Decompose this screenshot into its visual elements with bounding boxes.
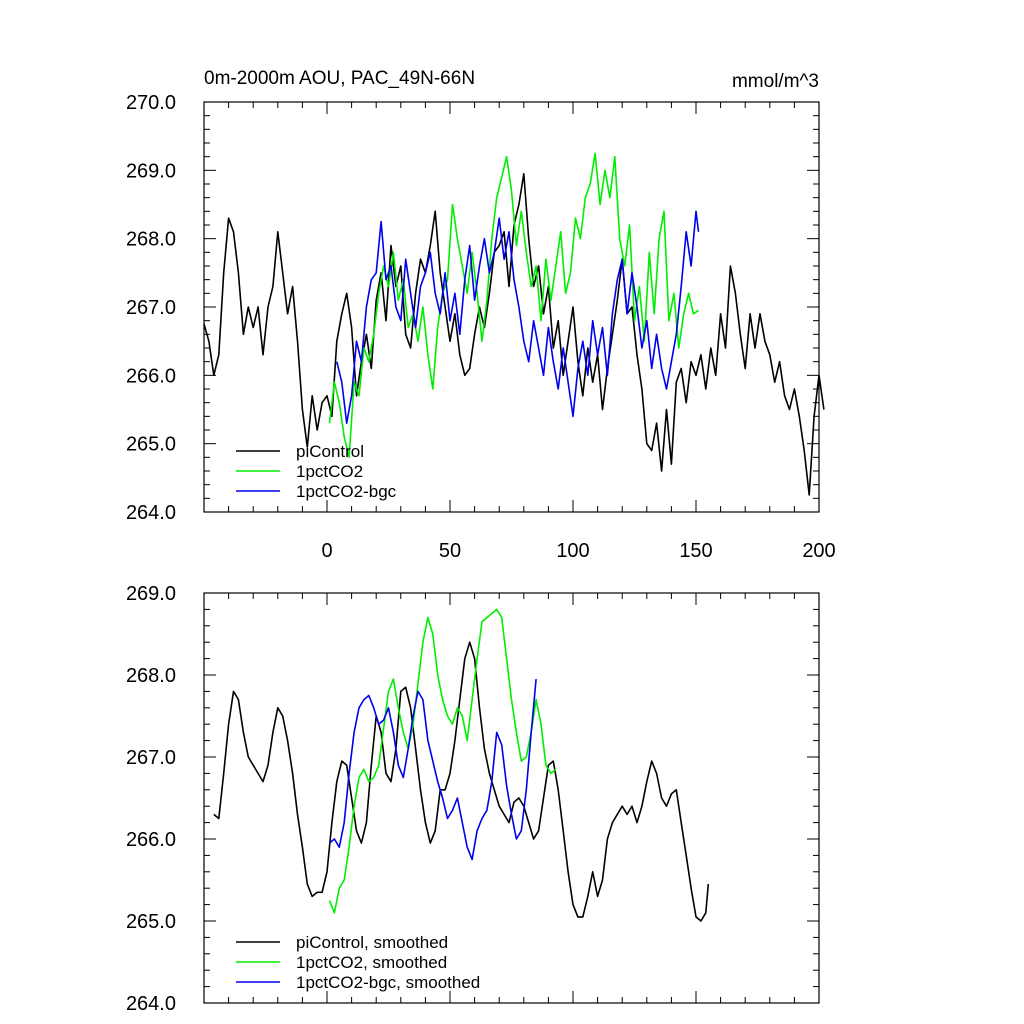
- plot-frame-bottom: [203, 592, 820, 1004]
- series-lines-top: [203, 152, 825, 496]
- y-tick-labels-bottom: 264.0 265.0 266.0 267.0 268.0 269.0: [126, 583, 176, 1015]
- legend-label: piControl: [296, 442, 364, 461]
- x-tick-label: 200: [802, 540, 835, 562]
- y-tick-label: 266.0: [126, 365, 176, 387]
- x-tick-label: 50: [439, 540, 461, 562]
- legend-label: 1pctCO2-bgc: [296, 482, 397, 501]
- y-tick-label: 264.0: [126, 502, 176, 524]
- y-tick-label: 264.0: [126, 993, 176, 1015]
- series-line-1pctco2-bgc: [336, 210, 700, 424]
- legend-label: 1pctCO2, smoothed: [296, 953, 447, 972]
- y-tick-labels-top: 264.0 265.0 266.0 267.0 268.0 269.0 270.0: [126, 92, 176, 524]
- legend-label: 1pctCO2-bgc, smoothed: [296, 973, 480, 992]
- y-tick-label: 269.0: [126, 160, 176, 182]
- y-tick-label: 266.0: [126, 829, 176, 851]
- legend-label: 1pctCO2: [296, 462, 363, 481]
- x-tick-label: 150: [679, 540, 712, 562]
- legend-label: piControl, smoothed: [296, 933, 448, 952]
- x-tick-label: 100: [556, 540, 589, 562]
- tick-marks-bottom: [203, 592, 820, 1004]
- y-tick-label: 270.0: [126, 92, 176, 114]
- y-tick-label: 267.0: [126, 297, 176, 319]
- y-tick-label: 268.0: [126, 665, 176, 687]
- y-tick-label: 267.0: [126, 747, 176, 769]
- chart-units-label: mmol/m^3: [732, 71, 819, 92]
- chart-title: 0m-2000m AOU, PAC_49N-66N: [204, 68, 475, 89]
- y-tick-label: 265.0: [126, 911, 176, 933]
- series-lines-bottom: [213, 608, 710, 922]
- y-tick-label: 269.0: [126, 583, 176, 605]
- series-line-picontrol-smoothed: [213, 641, 710, 922]
- x-tick-labels-top: 0 50 100 150 200: [321, 540, 835, 562]
- series-line-1pctco2-smoothed: [328, 608, 557, 914]
- series-line-1pctco2-bgc-smoothed: [328, 679, 537, 861]
- y-tick-label: 265.0: [126, 434, 176, 456]
- tick-marks-top: [203, 101, 820, 513]
- x-tick-label: 0: [321, 540, 332, 562]
- y-tick-label: 268.0: [126, 229, 176, 251]
